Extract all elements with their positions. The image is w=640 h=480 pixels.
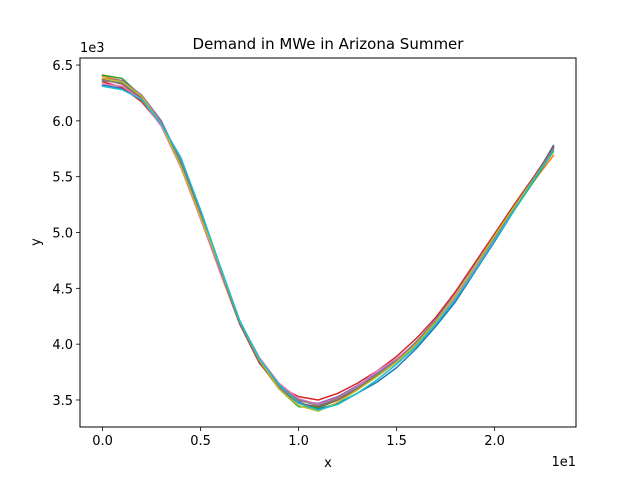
y-tick-label: 6.5	[52, 59, 73, 74]
x-tick-label: 0.0	[92, 434, 113, 449]
y-axis-label: y	[29, 238, 44, 246]
x-tick-label: 2.0	[484, 434, 505, 449]
series-line-10	[101, 85, 555, 411]
y-tick-label: 4.0	[52, 338, 73, 353]
x-tick-label: 1.5	[386, 434, 407, 449]
y-tick-label: 4.5	[52, 282, 73, 297]
y-tick-label: 5.5	[52, 171, 73, 186]
y-tick-label: 5.0	[52, 227, 73, 242]
x-axis-offset-label: 1e1	[551, 455, 576, 470]
x-axis-ticks: 0.0 0.5 1.0 1.5 2.0	[92, 427, 505, 449]
y-tick-label: 6.0	[52, 115, 73, 130]
chart-title: Demand in MWe in Arizona Summer	[193, 35, 465, 53]
y-tick-label: 3.5	[52, 394, 73, 409]
y-axis-offset-label: 1e3	[80, 41, 105, 56]
series-lines	[101, 74, 555, 412]
x-tick-label: 0.5	[190, 434, 211, 449]
plot-frame	[79, 57, 577, 428]
x-tick-label: 1.0	[288, 434, 309, 449]
y-axis-ticks: 3.5 4.0 4.5 5.0 5.5 6.0 6.5	[52, 59, 80, 409]
x-axis-label: x	[324, 456, 332, 471]
